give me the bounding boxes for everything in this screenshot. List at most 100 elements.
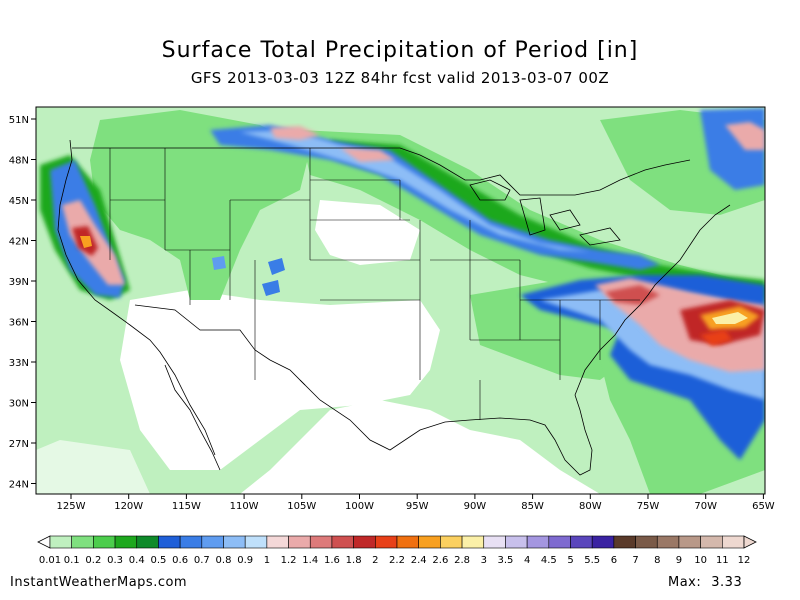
precip-pink-montana — [270, 126, 320, 140]
lat-tick-label: 24N — [9, 480, 29, 491]
colorbar-label: 5 — [567, 555, 573, 566]
lon-tick-label: 100W — [345, 501, 374, 512]
colorbar — [37, 535, 757, 549]
map-frame — [35, 106, 766, 495]
lon-tick-label: 125W — [57, 501, 86, 512]
colorbar-label: 8 — [654, 555, 660, 566]
colorbar-label: 0.5 — [150, 555, 166, 566]
map-subtitle: GFS 2013-03-03 12Z 84hr fcst valid 2013-… — [190, 69, 610, 87]
colorbar-label: 2.4 — [411, 555, 427, 566]
colorbar-swatch — [656, 535, 680, 549]
colorbar-label: 3.5 — [497, 555, 513, 566]
colorbar-swatch — [136, 535, 159, 549]
colorbar-swatch — [266, 535, 289, 549]
colorbar-swatch — [505, 535, 528, 549]
max-value: 3.33 — [711, 575, 743, 590]
lon-tick-label: 95W — [406, 501, 429, 512]
colorbar-label: 4 — [524, 555, 530, 566]
colorbar-label: 7 — [632, 555, 638, 566]
colorbar-swatch — [483, 535, 506, 549]
state-lines — [109, 148, 640, 420]
colorbar-swatch — [375, 535, 398, 549]
map-title: Surface Total Precipitation of Period [i… — [161, 38, 639, 63]
colorbar-swatch — [635, 535, 658, 549]
lat-tick-label: 42N — [9, 237, 29, 248]
colorbar-swatch — [93, 535, 116, 549]
colorbar-label: 6 — [611, 555, 617, 566]
precip-orange-west-coast — [80, 236, 92, 248]
colorbar-label: 2 — [372, 555, 378, 566]
colorbar-label: 0.01 — [39, 555, 61, 566]
colorbar-high-arrow — [743, 535, 757, 549]
boundaries — [57, 139, 731, 476]
colorbar-label: 0.8 — [216, 555, 232, 566]
colorbar-swatch — [201, 535, 224, 549]
precip-yellow-atlantic-max — [712, 312, 748, 324]
colorbar-label: 0.2 — [85, 555, 101, 566]
lat-tick-label: 36N — [9, 318, 29, 329]
colorbar-label: 3 — [481, 555, 487, 566]
coastline-east — [574, 204, 731, 396]
colorbar-swatch — [591, 535, 615, 549]
colorbar-label: 2.6 — [432, 555, 448, 566]
lat-tick-label: 33N — [9, 358, 29, 369]
colorbar-label: 1 — [264, 555, 270, 566]
colorbar-label: 5.5 — [584, 555, 600, 566]
precip-dry-gulf — [36, 440, 150, 494]
colorbar-low-arrow — [37, 535, 51, 549]
colorbar-swatch — [71, 535, 94, 549]
colorbar-swatch — [613, 535, 636, 549]
colorbar-swatch — [461, 535, 485, 549]
colorbar-label: 1.8 — [346, 555, 362, 566]
precip-blue-utah — [212, 256, 226, 270]
source-credit: InstantWeatherMaps.com — [10, 575, 188, 590]
precip-darkgreen-band — [330, 140, 765, 300]
great-lakes — [469, 179, 621, 246]
colorbar-swatch — [179, 535, 203, 549]
colorbar-swatch — [700, 535, 723, 549]
colorbar-label: 0.4 — [129, 555, 145, 566]
colorbar-swatch — [114, 535, 138, 549]
colorbar-swatch — [223, 535, 246, 549]
lon-tick-label: 90W — [464, 501, 487, 512]
baja-peninsula — [164, 364, 221, 471]
precip-pink-northeast-corner — [725, 122, 765, 150]
lat-tick-label: 27N — [9, 439, 29, 450]
border-canada — [72, 147, 691, 196]
latitude-axis: 51N 48N 45N 42N 39N 36N 33N 30N 27N 24N — [9, 115, 36, 491]
colorbar-label: 0.3 — [107, 555, 123, 566]
colorbar-label: 1.2 — [281, 555, 297, 566]
lon-tick-label: 70W — [694, 501, 717, 512]
colorbar-label: 0.6 — [172, 555, 188, 566]
precip-blue-colorado — [262, 258, 285, 296]
colorbar-swatch — [548, 535, 571, 549]
lat-tick-label: 30N — [9, 399, 29, 410]
lon-tick-label: 120W — [114, 501, 143, 512]
colorbar-swatch — [678, 535, 701, 549]
lat-tick-label: 48N — [9, 156, 29, 167]
precip-red-atlantic-secondary — [700, 330, 732, 346]
colorbar-labels: 0.01 0.1 0.2 0.3 0.4 0.5 0.6 0.7 0.8 0.9 1 1.2 1.4 1.… — [39, 555, 751, 566]
coastline-west — [57, 139, 216, 456]
colorbar-label: 1.4 — [302, 555, 318, 566]
max-label: Max: — [668, 575, 702, 590]
lon-tick-label: 75W — [637, 501, 660, 512]
precip-dry-southwest — [120, 290, 440, 470]
colorbar-label: 0.1 — [64, 555, 80, 566]
lon-tick-label: 65W — [752, 501, 775, 512]
border-mexico — [134, 304, 306, 386]
colorbar-swatch — [309, 535, 333, 549]
colorbar-swatch — [526, 535, 550, 549]
colorbar-label: 4.5 — [541, 555, 557, 566]
lon-tick-label: 105W — [287, 501, 316, 512]
colorbar-label: 12 — [738, 555, 751, 566]
colorbar-swatch — [288, 535, 311, 549]
longitude-axis: 125W 120W 115W 110W 105W 100W 95W 90W 85W 80W 75W 7… — [57, 494, 775, 512]
colorbar-label: 10 — [694, 555, 707, 566]
colorbar-swatch — [570, 535, 593, 549]
colorbar-swatch — [353, 535, 376, 549]
lat-tick-label: 45N — [9, 196, 29, 207]
lon-tick-label: 80W — [579, 501, 602, 512]
lon-tick-label: 115W — [172, 501, 201, 512]
